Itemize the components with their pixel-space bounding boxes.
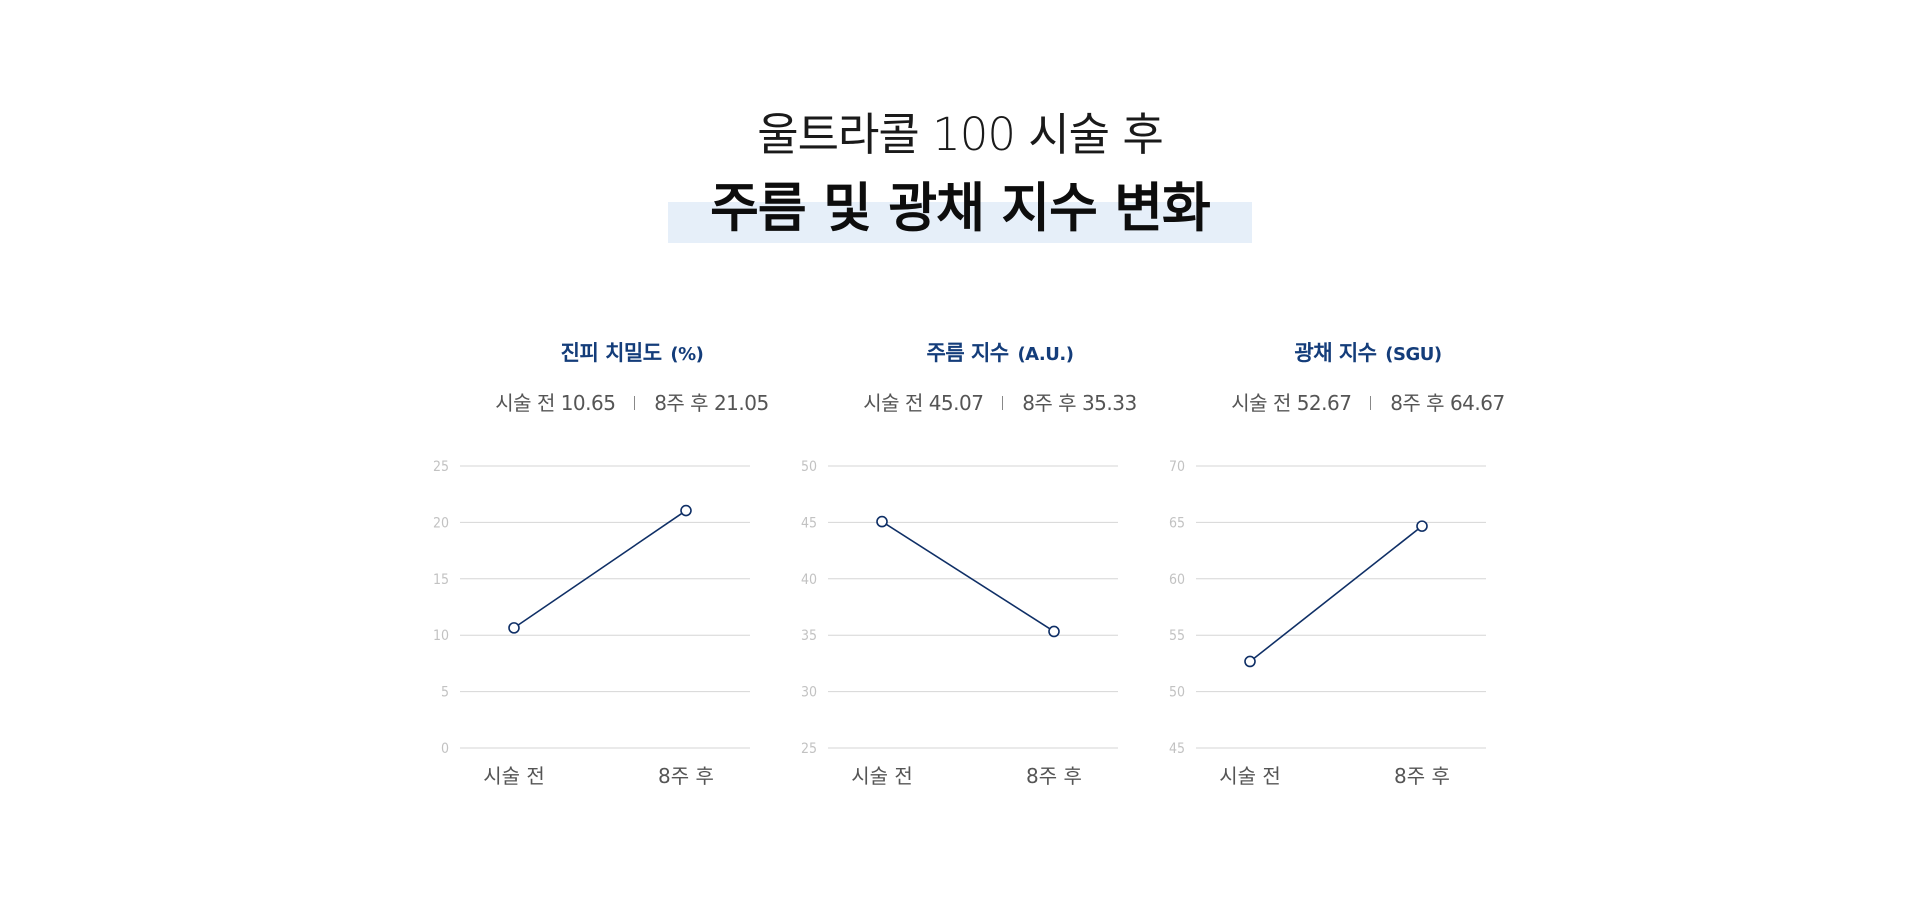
- x-category-label: 8주 후: [658, 764, 714, 788]
- chart-unit: (%): [670, 344, 704, 365]
- data-point: [1244, 655, 1256, 668]
- y-tick-label: 55: [1169, 628, 1185, 644]
- x-category-label: 8주 후: [1026, 764, 1082, 788]
- series-line: [881, 520, 1055, 633]
- stat-before-label: 시술 전: [495, 391, 555, 415]
- data-point: [1048, 625, 1060, 638]
- line-chart-svg: 0 5 10 15 20 25 시술 전 8주 후: [433, 459, 750, 788]
- y-tick-label: 15: [433, 572, 449, 588]
- y-tick-label: 30: [801, 685, 817, 701]
- series-line: [513, 509, 687, 629]
- x-category-label: 시술 전: [851, 764, 913, 788]
- stat-before-label: 시술 전: [1231, 391, 1291, 415]
- chart-title-text: 광채 지수: [1294, 341, 1377, 365]
- stat-after-value: 64.67: [1449, 391, 1505, 415]
- stat-divider: [1002, 396, 1004, 410]
- chart-stats: 시술 전 52.67 8주 후 64.67: [1168, 390, 1568, 416]
- y-tick-label: 0: [441, 741, 449, 757]
- stat-after-label: 8주 후: [1390, 391, 1445, 415]
- stat-before-label: 시술 전: [863, 391, 923, 415]
- series-line: [1249, 525, 1423, 663]
- chart-unit: (A.U.): [1017, 344, 1074, 365]
- page-title: 주름 및 광채 지수 변화: [710, 178, 1211, 239]
- y-tick-label: 65: [1169, 515, 1185, 531]
- stat-after-value: 21.05: [713, 391, 769, 415]
- line-chart-svg: 45 50 55 60 65 70 시술 전 8주 후: [1169, 459, 1486, 788]
- data-point: [508, 622, 520, 634]
- y-tick-label: 50: [801, 459, 817, 475]
- chart-panel-dermal-density: 진피 치밀도 (%) 시술 전 10.65 8주 후 21.05 0 5 10 15 2…: [432, 338, 832, 788]
- data-point: [680, 504, 692, 517]
- stat-before-value: 45.07: [928, 391, 984, 415]
- chart-title: 주름 지수 (A.U.): [800, 338, 1200, 370]
- chart-stats: 시술 전 10.65 8주 후 21.05: [432, 390, 832, 416]
- chart-panel-wrinkle-index: 주름 지수 (A.U.) 시술 전 45.07 8주 후 35.33 25 30 3…: [800, 338, 1200, 788]
- page-title-box: 주름 및 광채 지수 변화: [668, 178, 1252, 243]
- y-tick-label: 50: [1169, 685, 1185, 701]
- stat-before-value: 52.67: [1296, 391, 1352, 415]
- y-tick-label: 10: [433, 628, 449, 644]
- chart-panel-radiance-index: 광채 지수 (SGU) 시술 전 52.67 8주 후 64.67 45 50 55…: [1168, 338, 1568, 788]
- x-category-label: 시술 전: [483, 764, 545, 788]
- y-tick-label: 45: [1169, 741, 1185, 757]
- chart-stats: 시술 전 45.07 8주 후 35.33: [800, 390, 1200, 416]
- y-tick-label: 70: [1169, 459, 1185, 475]
- chart-title: 광채 지수 (SGU): [1168, 338, 1568, 370]
- y-tick-label: 25: [801, 741, 817, 757]
- stat-before-value: 10.65: [560, 391, 616, 415]
- stat-divider: [634, 396, 636, 410]
- chart-title: 진피 치밀도 (%): [432, 338, 832, 370]
- chart-title-text: 진피 치밀도: [560, 341, 662, 365]
- stat-divider: [1370, 396, 1372, 410]
- y-tick-label: 5: [441, 685, 449, 701]
- title-highlight: [668, 202, 1252, 243]
- page-heading: 울트라콜 100 시술 후 주름 및 광채 지수 변화: [0, 108, 1920, 243]
- chart-title-text: 주름 지수: [926, 341, 1010, 365]
- chart-unit: (SGU): [1385, 344, 1442, 365]
- y-tick-label: 40: [801, 572, 817, 588]
- y-tick-label: 60: [1169, 572, 1185, 588]
- x-category-label: 8주 후: [1394, 764, 1450, 788]
- y-tick-label: 20: [433, 515, 449, 531]
- page-subtitle: 울트라콜 100 시술 후: [757, 108, 1164, 161]
- stat-after-label: 8주 후: [654, 391, 709, 415]
- x-category-label: 시술 전: [1219, 764, 1281, 788]
- data-point: [1416, 520, 1428, 532]
- line-chart-svg: 25 30 35 40 45 50 시술 전 8주 후: [801, 459, 1118, 788]
- stat-after-label: 8주 후: [1022, 391, 1077, 415]
- stat-after-value: 35.33: [1081, 391, 1137, 415]
- y-tick-label: 25: [433, 459, 449, 475]
- y-tick-label: 35: [801, 628, 817, 644]
- data-point: [876, 515, 888, 528]
- y-tick-label: 45: [801, 515, 817, 531]
